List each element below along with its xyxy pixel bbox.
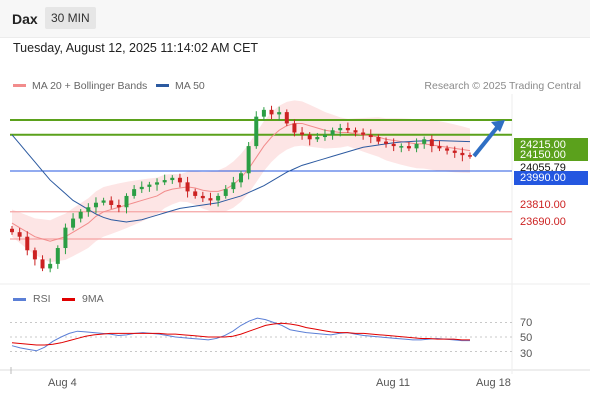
support-label-1: 23810.00 <box>520 199 566 211</box>
candle-body <box>452 150 457 153</box>
candle-body <box>63 227 68 249</box>
candle-body <box>284 112 289 124</box>
candle-body <box>231 182 236 190</box>
candle-body <box>109 200 114 205</box>
candle-body <box>71 218 76 228</box>
candle-body <box>185 182 190 192</box>
candle-body <box>422 139 427 144</box>
candle-body <box>307 134 312 140</box>
rsi-level-30: 30 <box>520 348 533 360</box>
candle-body <box>269 109 274 115</box>
candle-body <box>353 130 358 133</box>
candle-body <box>468 155 472 157</box>
chart-datetime: Tuesday, August 12, 2025 11:14:02 AM CET <box>13 41 259 55</box>
candle-body <box>376 137 381 142</box>
candle-body <box>93 202 98 208</box>
candle-body <box>193 191 198 196</box>
candle-body <box>338 127 343 131</box>
candle-body <box>200 195 205 199</box>
forecast-arrow-shaft <box>472 123 501 158</box>
candle-body <box>322 134 327 138</box>
candle-body <box>48 263 53 269</box>
candle-body <box>78 211 83 219</box>
candle-body <box>101 200 106 203</box>
candle-body <box>399 146 404 148</box>
candle-body <box>147 184 152 187</box>
timeframe-button[interactable]: 30 MIN <box>45 7 96 29</box>
candle-body <box>292 123 297 133</box>
rsi-level-50: 50 <box>520 332 533 344</box>
ma50-legend-label: MA 50 <box>175 80 205 92</box>
candle-body <box>414 143 419 149</box>
candle-body <box>162 180 167 183</box>
candle-body <box>55 248 60 264</box>
candle-body <box>384 141 389 144</box>
candle-body <box>406 146 411 149</box>
candle-body <box>315 137 320 140</box>
x-label-aug11: Aug 11 <box>376 377 411 389</box>
rsi-swatch <box>13 298 26 301</box>
candle-body <box>429 139 434 147</box>
x-label-aug18: Aug 18 <box>476 377 511 389</box>
rsi-ma9-line <box>11 322 470 346</box>
research-credit: Research © 2025 Trading Central <box>424 80 581 92</box>
candle-body <box>368 134 373 138</box>
bollinger-legend-label: MA 20 + Bollinger Bands <box>32 80 148 92</box>
resistance-tag-2: 24150.00 <box>514 148 588 162</box>
forecast-arrow <box>472 120 505 158</box>
candle-body <box>300 132 305 135</box>
candle-body <box>261 109 266 117</box>
candle-body <box>254 116 259 147</box>
candle-body <box>246 146 251 174</box>
rsi-level-70: 70 <box>520 317 533 329</box>
rsi-legend-label: RSI <box>33 293 51 305</box>
candle-body <box>155 182 160 185</box>
candle-body <box>391 143 396 147</box>
forecast-arrow-head <box>491 120 505 133</box>
candle-body <box>139 186 144 190</box>
x-label-aug4: Aug 4 <box>48 377 77 389</box>
ma9-legend-label: 9MA <box>82 293 104 305</box>
candle-body <box>17 232 22 237</box>
candle-body <box>445 148 450 151</box>
candle-body <box>330 130 335 135</box>
candle-body <box>86 207 91 212</box>
ma9-swatch <box>62 298 75 301</box>
bollinger-swatch <box>13 84 26 87</box>
symbol-title: Dax <box>12 11 38 27</box>
candle-body <box>116 204 121 208</box>
candle-body <box>208 198 213 201</box>
candle-body <box>132 189 137 196</box>
candle-body <box>277 112 282 115</box>
candle-body <box>223 189 228 196</box>
candle-body <box>239 173 243 183</box>
pivot-tag: 23990.00 <box>514 171 588 185</box>
candle-body <box>10 228 14 233</box>
candle-body <box>437 146 442 149</box>
price-levels <box>10 119 512 240</box>
support-label-2: 23690.00 <box>520 216 566 228</box>
rsi-panel <box>10 317 512 352</box>
candle-body <box>177 177 182 183</box>
candles <box>10 105 472 273</box>
candle-body <box>216 195 221 201</box>
candle-body <box>25 236 30 251</box>
candle-body <box>345 127 350 131</box>
rsi-line <box>11 317 470 352</box>
ma50-swatch <box>156 84 169 87</box>
candle-body <box>460 152 465 156</box>
candle-body <box>32 250 37 260</box>
chart-header: Dax 30 MIN <box>0 0 590 38</box>
candle-body <box>170 177 175 181</box>
candle-body <box>40 259 45 269</box>
candle-body <box>124 195 129 208</box>
candle-body <box>361 132 366 135</box>
